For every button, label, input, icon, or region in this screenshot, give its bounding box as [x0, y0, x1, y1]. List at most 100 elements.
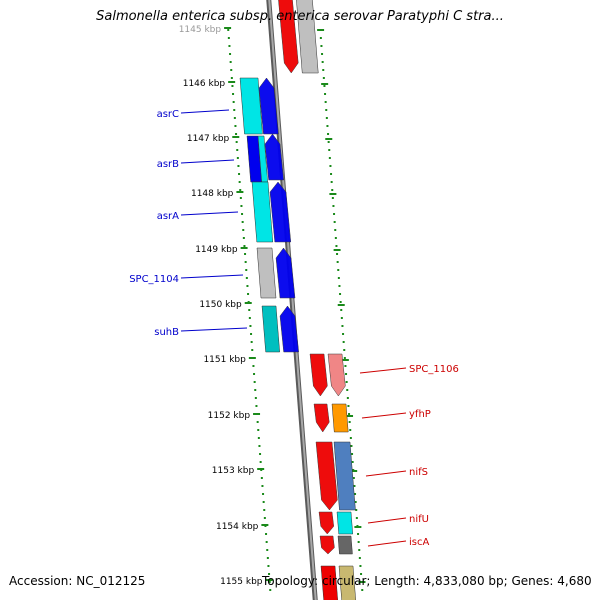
leader-line [180, 274, 244, 279]
gene-arrow [327, 353, 346, 397]
ruler-dot [230, 69, 233, 71]
ruler-dot [337, 269, 340, 271]
ruler-dot [250, 333, 253, 335]
leader-line [180, 327, 248, 332]
ruler-dot [340, 317, 343, 319]
ruler-dot [268, 573, 271, 575]
ruler-dot [348, 413, 351, 415]
leader-line [180, 159, 235, 164]
gene-arrow [309, 353, 328, 397]
leader-line [367, 517, 407, 524]
ruler-dot [358, 549, 361, 551]
ruler-dot [321, 53, 324, 55]
gene-label-spc-1104: SPC_1104 [129, 274, 179, 285]
ruler-dot [326, 125, 329, 127]
ruler-dot [265, 541, 268, 543]
ruler-dot [336, 261, 339, 263]
ruler-dot [232, 101, 235, 103]
ruler-dot [353, 485, 356, 487]
kbp-label: 1146 kbp [183, 79, 226, 89]
ruler-dot [350, 445, 353, 447]
page-title: Salmonella enterica subsp. enterica sero… [96, 9, 504, 24]
kbp-label: 1147 kbp [187, 134, 230, 144]
ruler-dot [346, 397, 349, 399]
ruler-dot [254, 397, 257, 399]
gene-feature [296, 0, 319, 74]
ruler-dot [323, 85, 326, 87]
kbp-label: 1154 kbp [216, 522, 259, 532]
ruler-dot [334, 229, 337, 231]
ruler-dot [227, 29, 230, 31]
ruler-dot [266, 557, 269, 559]
ruler-dot [263, 517, 266, 519]
ruler-dot [343, 349, 346, 351]
ruler-dot [267, 565, 270, 567]
ruler-dot [266, 549, 269, 551]
ruler-dot [244, 261, 247, 263]
ruler-dot [257, 437, 260, 439]
leader-line [367, 540, 407, 547]
ruler-dot [238, 173, 241, 175]
ruler-dot [239, 189, 242, 191]
ruler-dot [358, 557, 361, 559]
gene-feature [338, 565, 356, 600]
ruler-dot [348, 421, 351, 423]
ruler-dot [228, 45, 231, 47]
ruler-dot [235, 141, 238, 143]
kbp-label: 1152 kbp [208, 411, 251, 421]
gene-label-nifs: nifS [409, 467, 428, 478]
ruler-dot [243, 245, 246, 247]
ruler-dot [236, 149, 239, 151]
gene-feature [337, 535, 353, 555]
ruler-dot [351, 453, 354, 455]
gene-arrow [313, 403, 330, 433]
gene-label-asrb: asrB [157, 159, 179, 170]
ruler-dot [345, 373, 348, 375]
ruler-dot [259, 461, 262, 463]
ruler-dot [324, 93, 327, 95]
ruler-dot [361, 589, 364, 591]
gene-arrow [279, 305, 299, 353]
gene-feature [333, 441, 356, 511]
ruler-dot [253, 381, 256, 383]
ruler-dot [334, 237, 337, 239]
ruler-dot [349, 437, 352, 439]
ruler-dot [328, 149, 331, 151]
ruler-dot [324, 101, 327, 103]
ruler-dot [252, 365, 255, 367]
ruler-dot [233, 117, 236, 119]
ruler-dot [346, 389, 349, 391]
ruler-dot [341, 325, 344, 327]
kbp-label: 1151 kbp [203, 355, 246, 365]
ruler-dot [327, 141, 330, 143]
ruler-dot [256, 421, 259, 423]
ruler-dot [338, 285, 341, 287]
kbp-label: 1149 kbp [195, 245, 238, 255]
ruler-dot [235, 133, 238, 135]
ruler-dot [258, 445, 261, 447]
ruler-dot [340, 309, 343, 311]
ruler-dot [247, 293, 250, 295]
leader-line [359, 367, 407, 374]
ruler-dot [241, 221, 244, 223]
ruler-dot [330, 173, 333, 175]
ruler-dot [337, 277, 340, 279]
kbp-label: 1153 kbp [212, 466, 255, 476]
ruler-dot [354, 501, 357, 503]
ruler-dot [343, 357, 346, 359]
ruler-dot [257, 429, 260, 431]
ruler-dot [254, 389, 257, 391]
ruler-dot [322, 77, 325, 79]
ruler-dot [322, 69, 325, 71]
ruler-dot [244, 253, 247, 255]
ruler-dot [246, 285, 249, 287]
ruler-dot [248, 317, 251, 319]
ruler-dot [357, 533, 360, 535]
ruler-dot [321, 61, 324, 63]
ruler-dot [269, 589, 272, 591]
ruler-dot [265, 533, 268, 535]
ruler-dot [229, 53, 232, 55]
gene-arrow [258, 77, 279, 135]
ruler-dot [230, 77, 233, 79]
backbone-highlight [268, 0, 317, 600]
